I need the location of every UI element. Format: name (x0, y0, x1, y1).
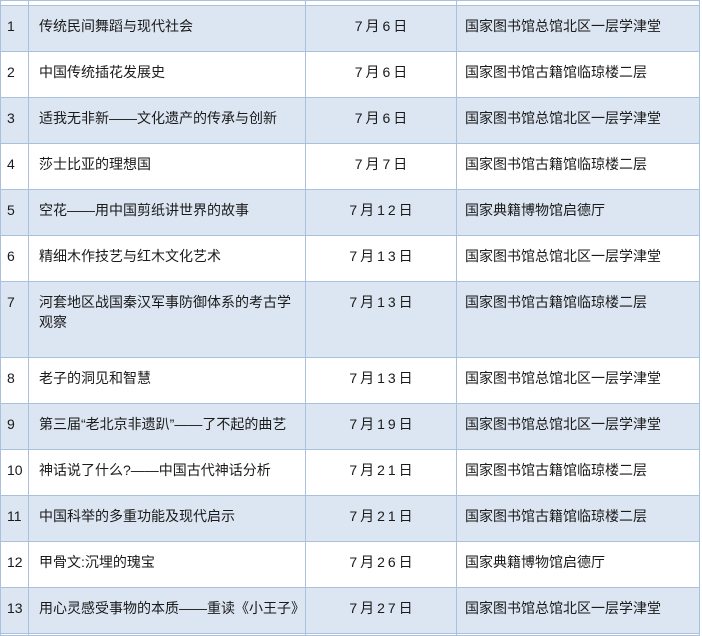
event-title: 老子的洞见和智慧 (28, 357, 306, 405)
event-title: 精细木作技艺与红木文化艺术 (28, 235, 306, 283)
event-date: 7月6日 (305, 51, 457, 99)
table-row: 2 中国传统插花发展史 7月6日 国家图书馆古籍馆临琼楼二层 (0, 51, 700, 99)
event-location: 国家图书馆古籍馆临琼楼二层 (456, 143, 700, 191)
event-location: 国家图书馆总馆北区一层学津堂 (456, 235, 700, 283)
table-row: 11 中国科举的多重功能及现代启示 7月21日 国家图书馆古籍馆临琼楼二层 (0, 495, 700, 543)
event-location: 国家图书馆总馆北区一层学津堂 (456, 403, 700, 451)
row-number: 12 (0, 541, 29, 589)
row-number: 1 (0, 4, 29, 53)
row-number: 2 (0, 51, 29, 99)
row-number: 8 (0, 357, 29, 405)
table-row: 4 莎士比亚的理想国 7月7日 国家图书馆古籍馆临琼楼二层 (0, 143, 700, 191)
table-row: 8 老子的洞见和智慧 7月13日 国家图书馆总馆北区一层学津堂 (0, 357, 700, 405)
partial-cell (456, 633, 700, 636)
table-row: 7 河套地区战国秦汉军事防御体系的考古学观察 7月13日 国家图书馆古籍馆临琼楼… (0, 281, 700, 359)
event-date: 7月19日 (305, 403, 457, 451)
event-date: 7月26日 (305, 541, 457, 589)
event-date: 7月21日 (305, 449, 457, 497)
event-title: 中国传统插花发展史 (28, 51, 306, 99)
partial-cell (28, 633, 306, 636)
event-title: 适我无非新——文化遗产的传承与创新 (28, 97, 306, 145)
event-title: 空花——用中国剪纸讲世界的故事 (28, 189, 306, 237)
partial-cell (305, 633, 457, 636)
event-location: 国家图书馆古籍馆临琼楼二层 (456, 51, 700, 99)
table-row: 9 第三届“老北京非遗趴”——了不起的曲艺 7月19日 国家图书馆总馆北区一层学… (0, 403, 700, 451)
event-location: 国家图书馆古籍馆临琼楼二层 (456, 495, 700, 543)
table-row: 6 精细木作技艺与红木文化艺术 7月13日 国家图书馆总馆北区一层学津堂 (0, 235, 700, 283)
event-date: 7月21日 (305, 495, 457, 543)
table-row: 13 用心灵感受事物的本质——重读《小王子》 7月27日 国家图书馆总馆北区一层… (0, 587, 700, 635)
event-location: 国家图书馆古籍馆临琼楼二层 (456, 449, 700, 497)
event-date: 7月7日 (305, 143, 457, 191)
event-date: 7月27日 (305, 587, 457, 635)
partial-row (0, 633, 700, 636)
table-row: 10 神话说了什么?——中国古代神话分析 7月21日 国家图书馆古籍馆临琼楼二层 (0, 449, 700, 497)
event-location: 国家图书馆总馆北区一层学津堂 (456, 357, 700, 405)
event-date: 7月13日 (305, 235, 457, 283)
row-number: 10 (0, 449, 29, 497)
event-date: 7月6日 (305, 97, 457, 145)
partial-cell (0, 633, 29, 636)
event-date: 7月6日 (305, 4, 457, 53)
event-location: 国家图书馆总馆北区一层学津堂 (456, 587, 700, 635)
table-row: 12 甲骨文:沉埋的瑰宝 7月26日 国家典籍博物馆启德厅 (0, 541, 700, 589)
row-number: 11 (0, 495, 29, 543)
event-title: 莎士比亚的理想国 (28, 143, 306, 191)
table-row: 5 空花——用中国剪纸讲世界的故事 7月12日 国家典籍博物馆启德厅 (0, 189, 700, 237)
event-date: 7月12日 (305, 189, 457, 237)
row-number: 4 (0, 143, 29, 191)
row-number: 13 (0, 587, 29, 635)
row-number: 6 (0, 235, 29, 283)
event-location: 国家典籍博物馆启德厅 (456, 189, 700, 237)
event-location: 国家图书馆总馆北区一层学津堂 (456, 97, 700, 145)
event-title: 用心灵感受事物的本质——重读《小王子》 (28, 587, 306, 635)
row-number: 9 (0, 403, 29, 451)
event-title: 传统民间舞蹈与现代社会 (28, 4, 306, 53)
table-row: 1 传统民间舞蹈与现代社会 7月6日 国家图书馆总馆北区一层学津堂 (0, 4, 700, 53)
event-title: 河套地区战国秦汉军事防御体系的考古学观察 (28, 281, 306, 359)
row-number: 5 (0, 189, 29, 237)
event-location: 国家图书馆总馆北区一层学津堂 (456, 4, 700, 53)
row-number: 7 (0, 281, 29, 359)
event-title: 神话说了什么?——中国古代神话分析 (28, 449, 306, 497)
event-location: 国家图书馆古籍馆临琼楼二层 (456, 281, 700, 359)
event-title: 第三届“老北京非遗趴”——了不起的曲艺 (28, 403, 306, 451)
row-number: 3 (0, 97, 29, 145)
event-title: 甲骨文:沉埋的瑰宝 (28, 541, 306, 589)
event-date: 7月13日 (305, 357, 457, 405)
event-location: 国家典籍博物馆启德厅 (456, 541, 700, 589)
event-title: 中国科举的多重功能及现代启示 (28, 495, 306, 543)
table-row: 3 适我无非新——文化遗产的传承与创新 7月6日 国家图书馆总馆北区一层学津堂 (0, 97, 700, 145)
event-date: 7月13日 (305, 281, 457, 359)
